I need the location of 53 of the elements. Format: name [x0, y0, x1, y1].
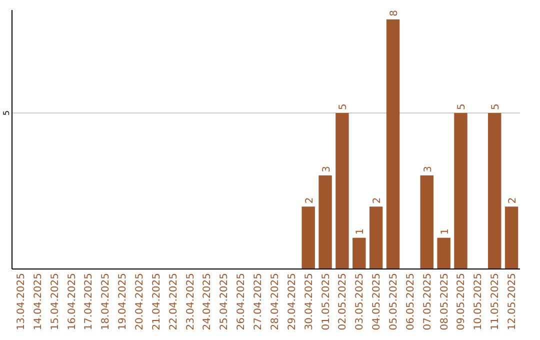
x-tick-label: 08.05.2025	[439, 273, 450, 330]
x-tick-label: 25.04.2025	[219, 273, 230, 330]
x-tick-label: 07.05.2025	[422, 273, 434, 330]
bar	[437, 238, 450, 269]
data-label: 1	[440, 228, 451, 235]
x-tick-label: 01.05.2025	[320, 273, 332, 330]
data-label: 5	[456, 104, 468, 110]
x-tick-label: 26.04.2025	[236, 273, 248, 330]
x-tick-label: 23.04.2025	[185, 273, 196, 330]
bar	[386, 19, 400, 269]
bar	[369, 206, 383, 269]
x-tick-label: 14.04.2025	[32, 273, 44, 330]
bar	[504, 206, 518, 269]
x-tick-label: 13.04.2025	[16, 273, 27, 330]
bar	[352, 238, 366, 269]
data-label: 1	[355, 228, 366, 235]
bar	[420, 175, 434, 269]
data-label: 8	[389, 10, 400, 16]
data-label: 2	[372, 197, 384, 204]
x-tick-label: 28.04.2025	[270, 273, 281, 330]
x-tick-label: 09.05.2025	[456, 273, 468, 330]
x-tick-label: 20.04.2025	[134, 273, 146, 330]
x-tick-label: 30.04.2025	[304, 273, 315, 330]
data-label: 2	[304, 197, 316, 204]
x-tick-label: 22.04.2025	[168, 273, 180, 330]
bar	[488, 112, 502, 269]
ref-line-label: 5	[2, 110, 11, 116]
x-tick-label: 10.05.2025	[473, 273, 484, 330]
data-label: 2	[508, 197, 519, 204]
bar	[336, 112, 349, 269]
x-tick-label: 04.05.2025	[372, 273, 383, 330]
x-tick-label: 06.05.2025	[405, 273, 416, 330]
data-label: 5	[490, 104, 502, 110]
x-tick-label: 11.05.2025	[490, 273, 502, 330]
x-tick-label: 05.05.2025	[388, 273, 400, 330]
x-tick-label: 18.04.2025	[100, 273, 112, 330]
bar	[302, 206, 315, 269]
data-label: 3	[321, 166, 332, 172]
x-tick-label: 15.04.2025	[50, 273, 61, 330]
x-tick-label: 29.04.2025	[286, 273, 298, 330]
data-label: 5	[338, 104, 350, 110]
x-tick-label: 16.04.2025	[66, 273, 78, 330]
x-tick-label: 21.04.2025	[151, 273, 162, 330]
bar	[454, 112, 468, 269]
x-tick-label: 27.04.2025	[253, 273, 264, 330]
x-tick-label: 02.05.2025	[338, 273, 349, 330]
bar	[318, 175, 332, 269]
x-tick-label: 24.04.2025	[202, 273, 214, 330]
x-tick-label: 19.04.2025	[118, 273, 129, 330]
x-tick-label: 03.05.2025	[354, 273, 366, 330]
x-tick-label: 17.04.2025	[84, 273, 95, 330]
x-tick-label: 12.05.2025	[507, 273, 518, 330]
data-label: 3	[422, 166, 434, 172]
